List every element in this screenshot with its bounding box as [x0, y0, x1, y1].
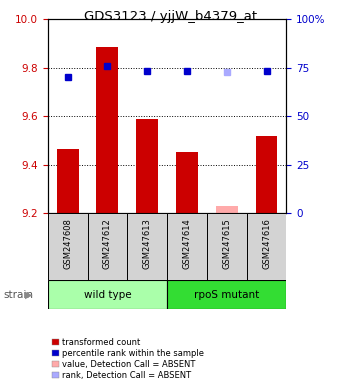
- Text: GSM247613: GSM247613: [143, 218, 152, 269]
- Text: GSM247616: GSM247616: [262, 218, 271, 269]
- Bar: [57, 149, 78, 213]
- Bar: [247, 213, 286, 280]
- Text: strain: strain: [3, 290, 33, 300]
- Legend: transformed count, percentile rank within the sample, value, Detection Call = AB: transformed count, percentile rank withi…: [52, 338, 204, 380]
- Text: GDS3123 / yjjW_b4379_at: GDS3123 / yjjW_b4379_at: [84, 10, 257, 23]
- Bar: [167, 213, 207, 280]
- Text: GSM247608: GSM247608: [63, 218, 72, 269]
- Text: GSM247612: GSM247612: [103, 218, 112, 269]
- Text: wild type: wild type: [84, 290, 131, 300]
- Text: GSM247614: GSM247614: [182, 218, 192, 269]
- Bar: [256, 136, 278, 213]
- Bar: [88, 213, 127, 280]
- Bar: [136, 119, 158, 213]
- Bar: [207, 213, 247, 280]
- Bar: [176, 152, 198, 213]
- Text: GSM247615: GSM247615: [222, 218, 231, 269]
- Bar: [127, 213, 167, 280]
- Bar: [167, 280, 286, 309]
- Bar: [216, 206, 238, 213]
- Bar: [48, 280, 167, 309]
- Text: rpoS mutant: rpoS mutant: [194, 290, 260, 300]
- Text: ▶: ▶: [25, 290, 33, 300]
- Bar: [48, 213, 88, 280]
- Bar: [97, 47, 118, 213]
